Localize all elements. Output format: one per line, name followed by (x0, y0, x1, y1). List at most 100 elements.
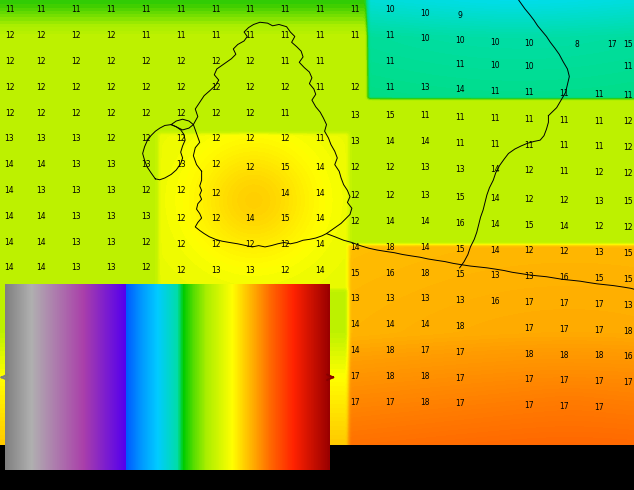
Text: 18: 18 (560, 350, 569, 360)
Text: 15: 15 (455, 193, 465, 202)
Text: 11: 11 (385, 57, 394, 66)
Text: 14: 14 (489, 166, 500, 174)
Text: 14: 14 (245, 318, 256, 327)
Text: 12: 12 (351, 163, 359, 172)
Text: 11: 11 (560, 116, 569, 124)
Text: 14: 14 (4, 186, 15, 195)
Text: 12: 12 (281, 240, 290, 249)
Text: 14: 14 (36, 341, 46, 350)
Text: 13: 13 (106, 289, 116, 298)
Text: 10: 10 (489, 61, 500, 71)
Text: 12: 12 (525, 246, 534, 255)
Text: 11: 11 (281, 5, 290, 14)
Text: 13: 13 (350, 294, 360, 303)
Text: 14: 14 (489, 220, 500, 229)
Text: 12: 12 (281, 134, 290, 143)
Text: 14: 14 (245, 215, 256, 223)
Text: 18: 18 (595, 351, 604, 361)
Text: 14: 14 (385, 320, 395, 329)
Text: 11: 11 (385, 83, 394, 92)
Text: 10: 10 (420, 9, 430, 18)
Text: 15: 15 (623, 40, 633, 49)
Text: 12: 12 (211, 189, 220, 197)
Text: 17: 17 (559, 299, 569, 308)
Text: 14: 14 (489, 194, 500, 203)
Text: 18: 18 (525, 350, 534, 359)
Text: 18: 18 (623, 326, 632, 336)
Text: 17: 17 (524, 298, 534, 307)
Text: 13: 13 (36, 186, 46, 195)
Text: 12: 12 (623, 118, 632, 126)
Text: 13: 13 (176, 160, 186, 169)
Text: 13: 13 (36, 367, 46, 375)
Text: 11: 11 (595, 117, 604, 125)
Text: 13: 13 (594, 248, 604, 257)
Text: 15: 15 (280, 163, 290, 172)
Text: 14: 14 (350, 320, 360, 329)
Text: 17: 17 (607, 40, 617, 49)
Text: 14: 14 (4, 160, 15, 169)
Text: 11: 11 (316, 57, 325, 66)
Text: 13: 13 (106, 238, 116, 246)
Text: 11: 11 (420, 111, 429, 120)
Text: 14: 14 (36, 263, 46, 272)
Text: 12: 12 (141, 238, 150, 246)
Text: 11: 11 (525, 141, 534, 149)
Text: 13: 13 (176, 369, 186, 378)
Text: 13: 13 (71, 238, 81, 246)
Text: 13: 13 (71, 341, 81, 350)
Text: 11: 11 (5, 5, 14, 14)
Text: 12: 12 (595, 222, 604, 231)
Text: 11: 11 (37, 5, 46, 14)
Text: 14: 14 (420, 137, 430, 146)
Text: 12: 12 (595, 168, 604, 177)
Text: 13: 13 (385, 294, 395, 303)
Text: 13: 13 (524, 272, 534, 281)
Text: 12: 12 (141, 186, 150, 195)
Text: 12: 12 (141, 83, 150, 92)
Text: 17: 17 (594, 326, 604, 335)
Text: 13: 13 (71, 367, 81, 375)
Text: 11: 11 (525, 115, 534, 124)
Text: 11: 11 (141, 5, 150, 14)
Text: 14: 14 (36, 238, 46, 246)
Text: 14: 14 (210, 395, 221, 404)
Text: 12: 12 (623, 169, 632, 178)
Text: 17: 17 (594, 300, 604, 309)
Text: 12: 12 (176, 215, 185, 223)
Text: 12: 12 (211, 83, 220, 92)
Text: 11: 11 (141, 31, 150, 40)
Text: 12: 12 (246, 134, 255, 143)
Text: 15: 15 (524, 220, 534, 230)
Text: 11: 11 (525, 88, 534, 97)
Text: 12: 12 (176, 134, 185, 143)
Text: 17: 17 (455, 348, 465, 357)
Text: 11: 11 (455, 139, 464, 148)
Text: 14: 14 (280, 395, 290, 404)
Text: 17: 17 (455, 399, 465, 409)
Text: 17: 17 (385, 398, 395, 407)
Text: 14: 14 (4, 289, 15, 298)
Text: 17: 17 (559, 376, 569, 385)
Text: 12: 12 (623, 143, 632, 152)
Text: 14: 14 (420, 320, 430, 329)
Text: 11: 11 (455, 60, 464, 69)
Text: 11: 11 (211, 5, 220, 14)
Text: 14: 14 (4, 212, 15, 220)
Text: 15: 15 (623, 275, 633, 284)
Text: 13: 13 (176, 292, 186, 301)
Text: 11: 11 (490, 114, 499, 123)
Text: 14: 14 (420, 217, 430, 226)
Text: 17: 17 (420, 346, 430, 355)
Text: 12: 12 (176, 57, 185, 66)
Text: 12: 12 (37, 57, 46, 66)
Text: 14: 14 (4, 238, 15, 246)
Text: 13: 13 (71, 160, 81, 169)
Text: 12: 12 (5, 31, 14, 40)
Text: 13: 13 (106, 392, 116, 401)
Text: We 12-06-2024 12:00 UTC (12+16B): We 12-06-2024 12:00 UTC (12+16B) (450, 450, 633, 460)
Text: 13: 13 (71, 263, 81, 272)
Text: 12: 12 (107, 83, 115, 92)
Text: 13: 13 (210, 266, 221, 275)
Text: 11: 11 (281, 31, 290, 40)
